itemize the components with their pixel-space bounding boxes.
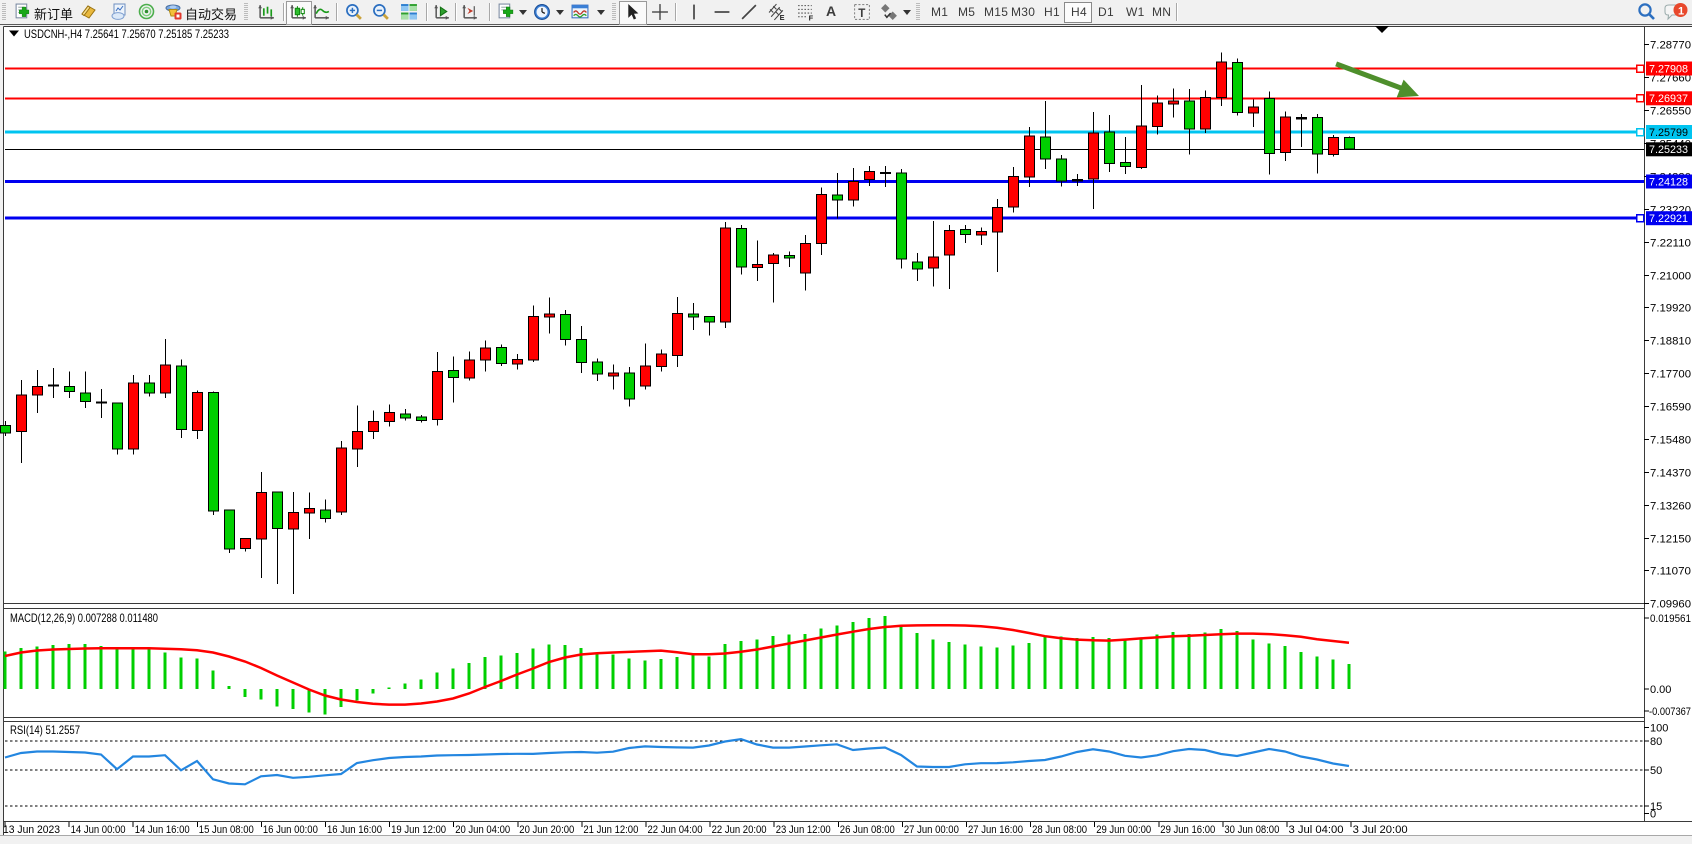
svg-text:7.12150: 7.12150 [1650,533,1691,545]
svg-text:1: 1 [1678,6,1684,18]
svg-text:23 Jun 12:00: 23 Jun 12:00 [776,824,831,836]
svg-text:13 Jun 2023: 13 Jun 2023 [3,824,60,836]
svg-text:7.15480: 7.15480 [1650,434,1691,446]
svg-text:7.26550: 7.26550 [1650,105,1691,117]
svg-text:7.09960: 7.09960 [1650,599,1691,611]
svg-text:0.00: 0.00 [1650,684,1671,696]
svg-text:7.16590: 7.16590 [1650,401,1691,413]
svg-text:0: 0 [1650,808,1656,820]
svg-text:7.11070: 7.11070 [1650,566,1691,578]
svg-text:T: T [858,7,865,20]
svg-text:27 Jun 16:00: 27 Jun 16:00 [968,824,1023,836]
svg-text:7.21000: 7.21000 [1650,270,1691,282]
svg-text:26 Jun 08:00: 26 Jun 08:00 [840,824,895,836]
svg-text:15: 15 [1650,801,1662,813]
svg-text:80: 80 [1650,736,1662,748]
svg-text:14 Jun 00:00: 14 Jun 00:00 [71,824,126,836]
svg-text:-0.007367: -0.007367 [1649,706,1691,718]
svg-text:7.25233: 7.25233 [1649,144,1688,156]
svg-text:3 Jul 04:00: 3 Jul 04:00 [1289,824,1344,836]
svg-text:7.27908: 7.27908 [1649,63,1688,75]
svg-text:19 Jun 12:00: 19 Jun 12:00 [391,824,446,836]
svg-text:29 Jun 00:00: 29 Jun 00:00 [1096,824,1151,836]
svg-text:7.22110: 7.22110 [1650,237,1691,249]
svg-text:7.13260: 7.13260 [1650,500,1691,512]
svg-text:RSI(14) 51.2557: RSI(14) 51.2557 [10,723,80,737]
svg-text:21 Jun 12:00: 21 Jun 12:00 [583,824,638,836]
svg-text:14 Jun 16:00: 14 Jun 16:00 [135,824,190,836]
svg-text:7.18810: 7.18810 [1650,335,1691,347]
svg-text:22 Jun 04:00: 22 Jun 04:00 [648,824,703,836]
svg-text:7.25799: 7.25799 [1649,127,1688,139]
svg-text:100: 100 [1650,722,1668,734]
svg-text:7.28770: 7.28770 [1650,39,1691,51]
svg-text:7.26937: 7.26937 [1649,93,1688,105]
svg-text:16 Jun 00:00: 16 Jun 00:00 [263,824,318,836]
svg-text:7.19920: 7.19920 [1650,302,1691,314]
svg-text:F: F [809,13,814,21]
svg-text:7.24128: 7.24128 [1649,176,1688,188]
svg-text:28 Jun 08:00: 28 Jun 08:00 [1032,824,1087,836]
svg-text:3 Jul 20:00: 3 Jul 20:00 [1353,824,1408,836]
svg-text:30 Jun 08:00: 30 Jun 08:00 [1224,824,1279,836]
svg-text:MACD(12,26,9) 0.007288 0.01148: MACD(12,26,9) 0.007288 0.011480 [10,611,158,625]
svg-text:7.17700: 7.17700 [1650,368,1691,380]
svg-text:0.019561: 0.019561 [1650,613,1691,625]
svg-text:15 Jun 08:00: 15 Jun 08:00 [199,824,254,836]
svg-text:7.14370: 7.14370 [1650,467,1691,479]
svg-text:E: E [780,13,785,21]
svg-text:50: 50 [1650,765,1662,777]
svg-text:USDCNH-,H4 7.25641 7.25670 7.: USDCNH-,H4 7.25641 7.25670 7.25185 7.252… [24,27,229,41]
svg-text:29 Jun 16:00: 29 Jun 16:00 [1160,824,1215,836]
svg-text:16 Jun 16:00: 16 Jun 16:00 [327,824,382,836]
svg-text:20 Jun 20:00: 20 Jun 20:00 [519,824,574,836]
svg-text:22 Jun 20:00: 22 Jun 20:00 [712,824,767,836]
svg-text:27 Jun 00:00: 27 Jun 00:00 [904,824,959,836]
svg-text:7.22921: 7.22921 [1649,213,1688,225]
svg-text:20 Jun 04:00: 20 Jun 04:00 [455,824,510,836]
